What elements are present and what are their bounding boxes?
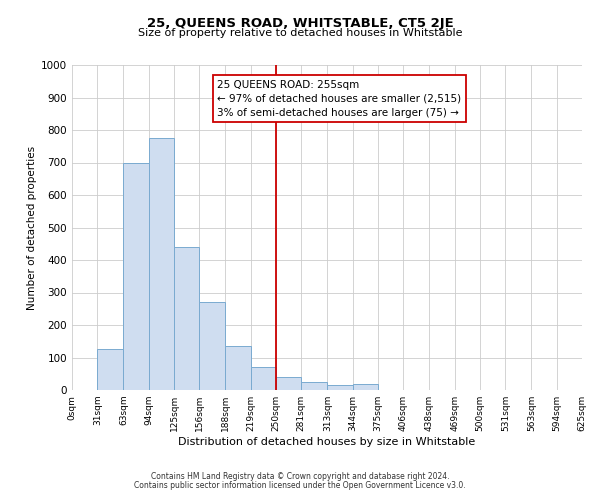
Bar <box>328 385 353 390</box>
Text: Size of property relative to detached houses in Whitstable: Size of property relative to detached ho… <box>138 28 462 38</box>
Bar <box>97 350 124 390</box>
Text: Contains HM Land Registry data © Crown copyright and database right 2024.: Contains HM Land Registry data © Crown c… <box>151 472 449 481</box>
Y-axis label: Number of detached properties: Number of detached properties <box>27 146 37 310</box>
Bar <box>353 384 378 390</box>
Text: Contains public sector information licensed under the Open Government Licence v3: Contains public sector information licen… <box>134 481 466 490</box>
Bar <box>276 377 301 390</box>
Bar <box>124 162 149 390</box>
Bar <box>251 367 276 390</box>
Text: 25, QUEENS ROAD, WHITSTABLE, CT5 2JE: 25, QUEENS ROAD, WHITSTABLE, CT5 2JE <box>146 18 454 30</box>
Text: 25 QUEENS ROAD: 255sqm
← 97% of detached houses are smaller (2,515)
3% of semi-d: 25 QUEENS ROAD: 255sqm ← 97% of detached… <box>217 80 461 118</box>
Bar <box>174 247 199 390</box>
Bar <box>199 302 226 390</box>
Bar <box>149 138 174 390</box>
X-axis label: Distribution of detached houses by size in Whitstable: Distribution of detached houses by size … <box>178 437 476 447</box>
Bar <box>301 382 328 390</box>
Bar <box>226 346 251 390</box>
